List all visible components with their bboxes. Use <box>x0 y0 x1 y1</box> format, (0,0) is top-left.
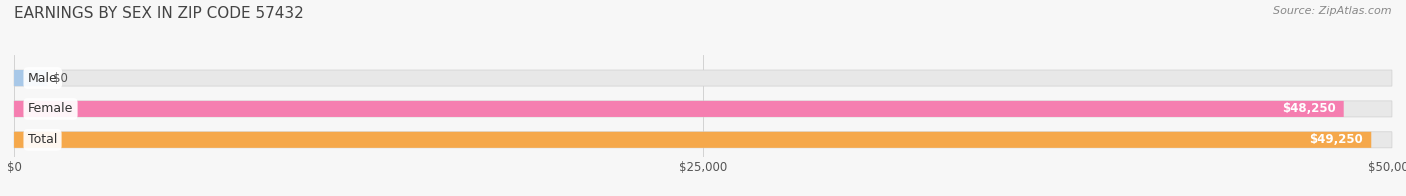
FancyBboxPatch shape <box>14 132 1392 148</box>
FancyBboxPatch shape <box>14 101 1392 117</box>
Text: Total: Total <box>28 133 58 146</box>
FancyBboxPatch shape <box>14 132 1371 148</box>
Text: Female: Female <box>28 103 73 115</box>
FancyBboxPatch shape <box>14 101 1344 117</box>
FancyBboxPatch shape <box>14 70 48 86</box>
Text: $48,250: $48,250 <box>1282 103 1336 115</box>
Text: $0: $0 <box>52 72 67 84</box>
FancyBboxPatch shape <box>14 70 1392 86</box>
Text: Source: ZipAtlas.com: Source: ZipAtlas.com <box>1274 6 1392 16</box>
Text: Male: Male <box>28 72 58 84</box>
Text: EARNINGS BY SEX IN ZIP CODE 57432: EARNINGS BY SEX IN ZIP CODE 57432 <box>14 6 304 21</box>
Text: $49,250: $49,250 <box>1309 133 1362 146</box>
